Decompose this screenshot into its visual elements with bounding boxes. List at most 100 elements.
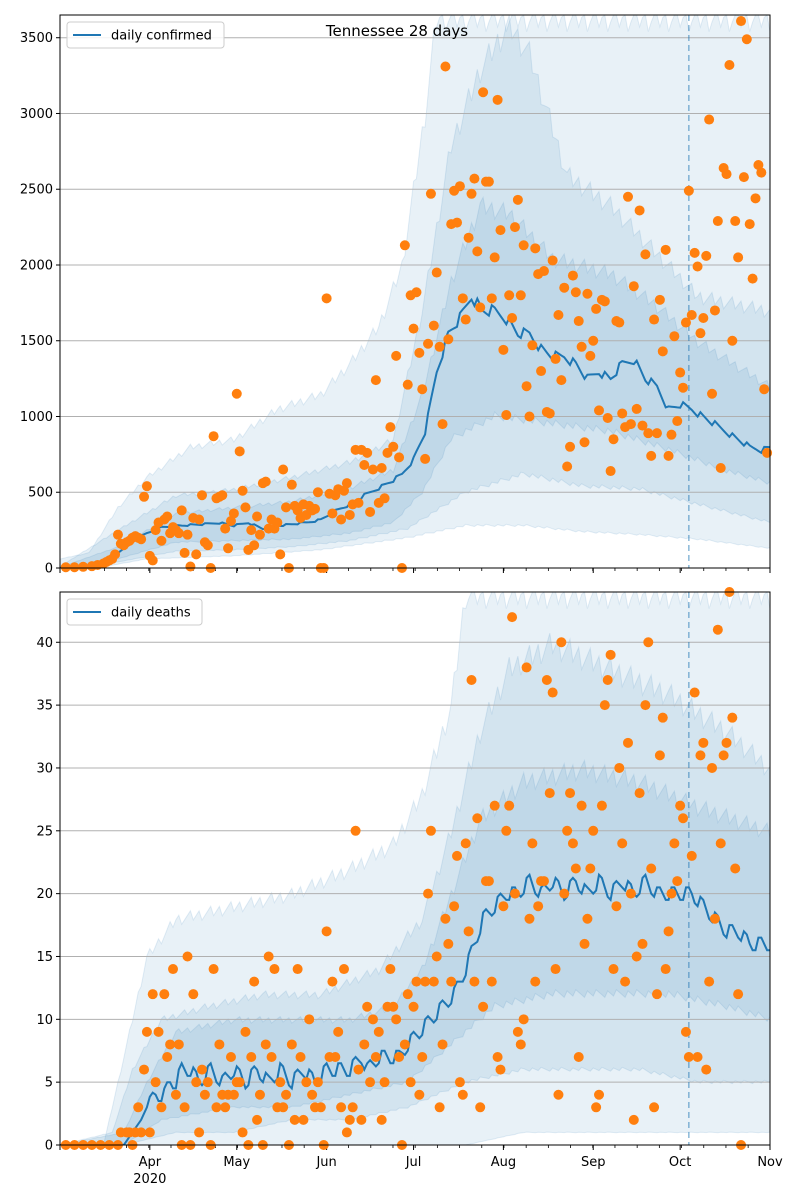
chart-panel-2: 0 5 10 15 20 25 30 35 40 Apr May Jun Jul Aug Sep Oct Nov… (36, 587, 783, 1187)
observed-point (182, 529, 193, 540)
observed-point (692, 1052, 703, 1063)
observed-point (724, 59, 735, 70)
observed-point (443, 334, 454, 345)
observed-point (428, 976, 439, 987)
observed-point (544, 408, 555, 419)
observed-point (452, 217, 463, 228)
observed-point (475, 1102, 486, 1113)
observed-point (379, 493, 390, 504)
observed-point (208, 431, 219, 442)
observed-point (582, 913, 593, 924)
observed-point (472, 813, 483, 824)
y-axis: 0 500 1000 1500 2000 2500 3000 3500 (20, 31, 770, 577)
observed-point (408, 323, 419, 334)
observed-point (707, 388, 718, 399)
observed-point (208, 964, 219, 975)
observed-point (321, 293, 332, 304)
observed-point (509, 888, 520, 899)
observed-point (544, 788, 555, 799)
observed-point (446, 976, 457, 987)
observed-point (486, 293, 497, 304)
observed-point (547, 255, 558, 266)
observed-point (431, 267, 442, 278)
observed-point (147, 555, 158, 566)
observed-point (463, 926, 474, 937)
observed-point (579, 437, 590, 448)
observed-point (680, 1026, 691, 1037)
observed-point (512, 194, 523, 205)
observed-point (411, 287, 422, 298)
observed-point (434, 341, 445, 352)
observed-point (402, 989, 413, 1000)
observed-point (744, 219, 755, 230)
observed-point (156, 535, 167, 546)
observed-point (388, 441, 399, 452)
observed-point (649, 1102, 660, 1113)
y-tick-label: 3500 (20, 31, 53, 46)
observed-point (651, 428, 662, 439)
observed-point (643, 637, 654, 648)
observed-point (611, 901, 622, 912)
y-tick-label: 1000 (20, 410, 53, 425)
observed-point (588, 825, 599, 836)
observed-point (704, 114, 715, 125)
x-tick-label: Aug (491, 1155, 516, 1170)
observed-point (614, 762, 625, 773)
observed-point (304, 1014, 315, 1025)
observed-point (730, 863, 741, 874)
observed-point (524, 411, 535, 422)
observed-point (341, 1127, 352, 1138)
observed-point (602, 674, 613, 685)
observed-point (489, 800, 500, 811)
observed-point (530, 243, 541, 254)
observed-point (709, 913, 720, 924)
observed-point (608, 434, 619, 445)
observed-point (756, 167, 767, 178)
observed-point (425, 188, 436, 199)
observed-point (408, 1001, 419, 1012)
observed-point (623, 191, 633, 202)
observed-point (637, 938, 648, 949)
observed-point (643, 428, 654, 439)
observed-point (350, 825, 361, 836)
observed-point (475, 302, 486, 313)
observed-point (292, 964, 303, 975)
observed-point (559, 282, 570, 293)
observed-point (672, 416, 683, 427)
observed-point (179, 1102, 190, 1113)
observed-point (173, 528, 184, 539)
median-series (60, 872, 770, 1145)
observed-point (370, 1052, 381, 1063)
observed-point (440, 61, 451, 72)
median-line (60, 872, 770, 1145)
observed-point (263, 951, 274, 962)
observed-point (417, 1052, 428, 1063)
observed-point (295, 1052, 306, 1063)
y-tick-label: 35 (36, 699, 53, 714)
observed-point (663, 450, 674, 461)
observed-point (376, 1114, 387, 1125)
observed-point (339, 964, 349, 975)
observed-point (156, 1102, 167, 1113)
observed-point (359, 459, 370, 470)
observed-point (437, 1039, 448, 1050)
observed-point (654, 750, 665, 761)
observed-points (60, 16, 773, 573)
observed-point (701, 250, 712, 261)
observed-points (60, 587, 747, 1150)
observed-point (286, 479, 297, 490)
observed-point (741, 34, 752, 45)
observed-point (139, 491, 150, 502)
observed-point (165, 1039, 176, 1050)
observed-point (507, 612, 518, 623)
observed-point (492, 94, 503, 105)
observed-point (454, 181, 465, 192)
observed-point (336, 514, 347, 525)
observed-point (234, 446, 245, 457)
observed-point (327, 508, 338, 519)
observed-point (385, 964, 396, 975)
observed-point (188, 989, 199, 1000)
observed-point (150, 1077, 161, 1088)
observed-point (675, 800, 686, 811)
observed-point (646, 450, 657, 461)
